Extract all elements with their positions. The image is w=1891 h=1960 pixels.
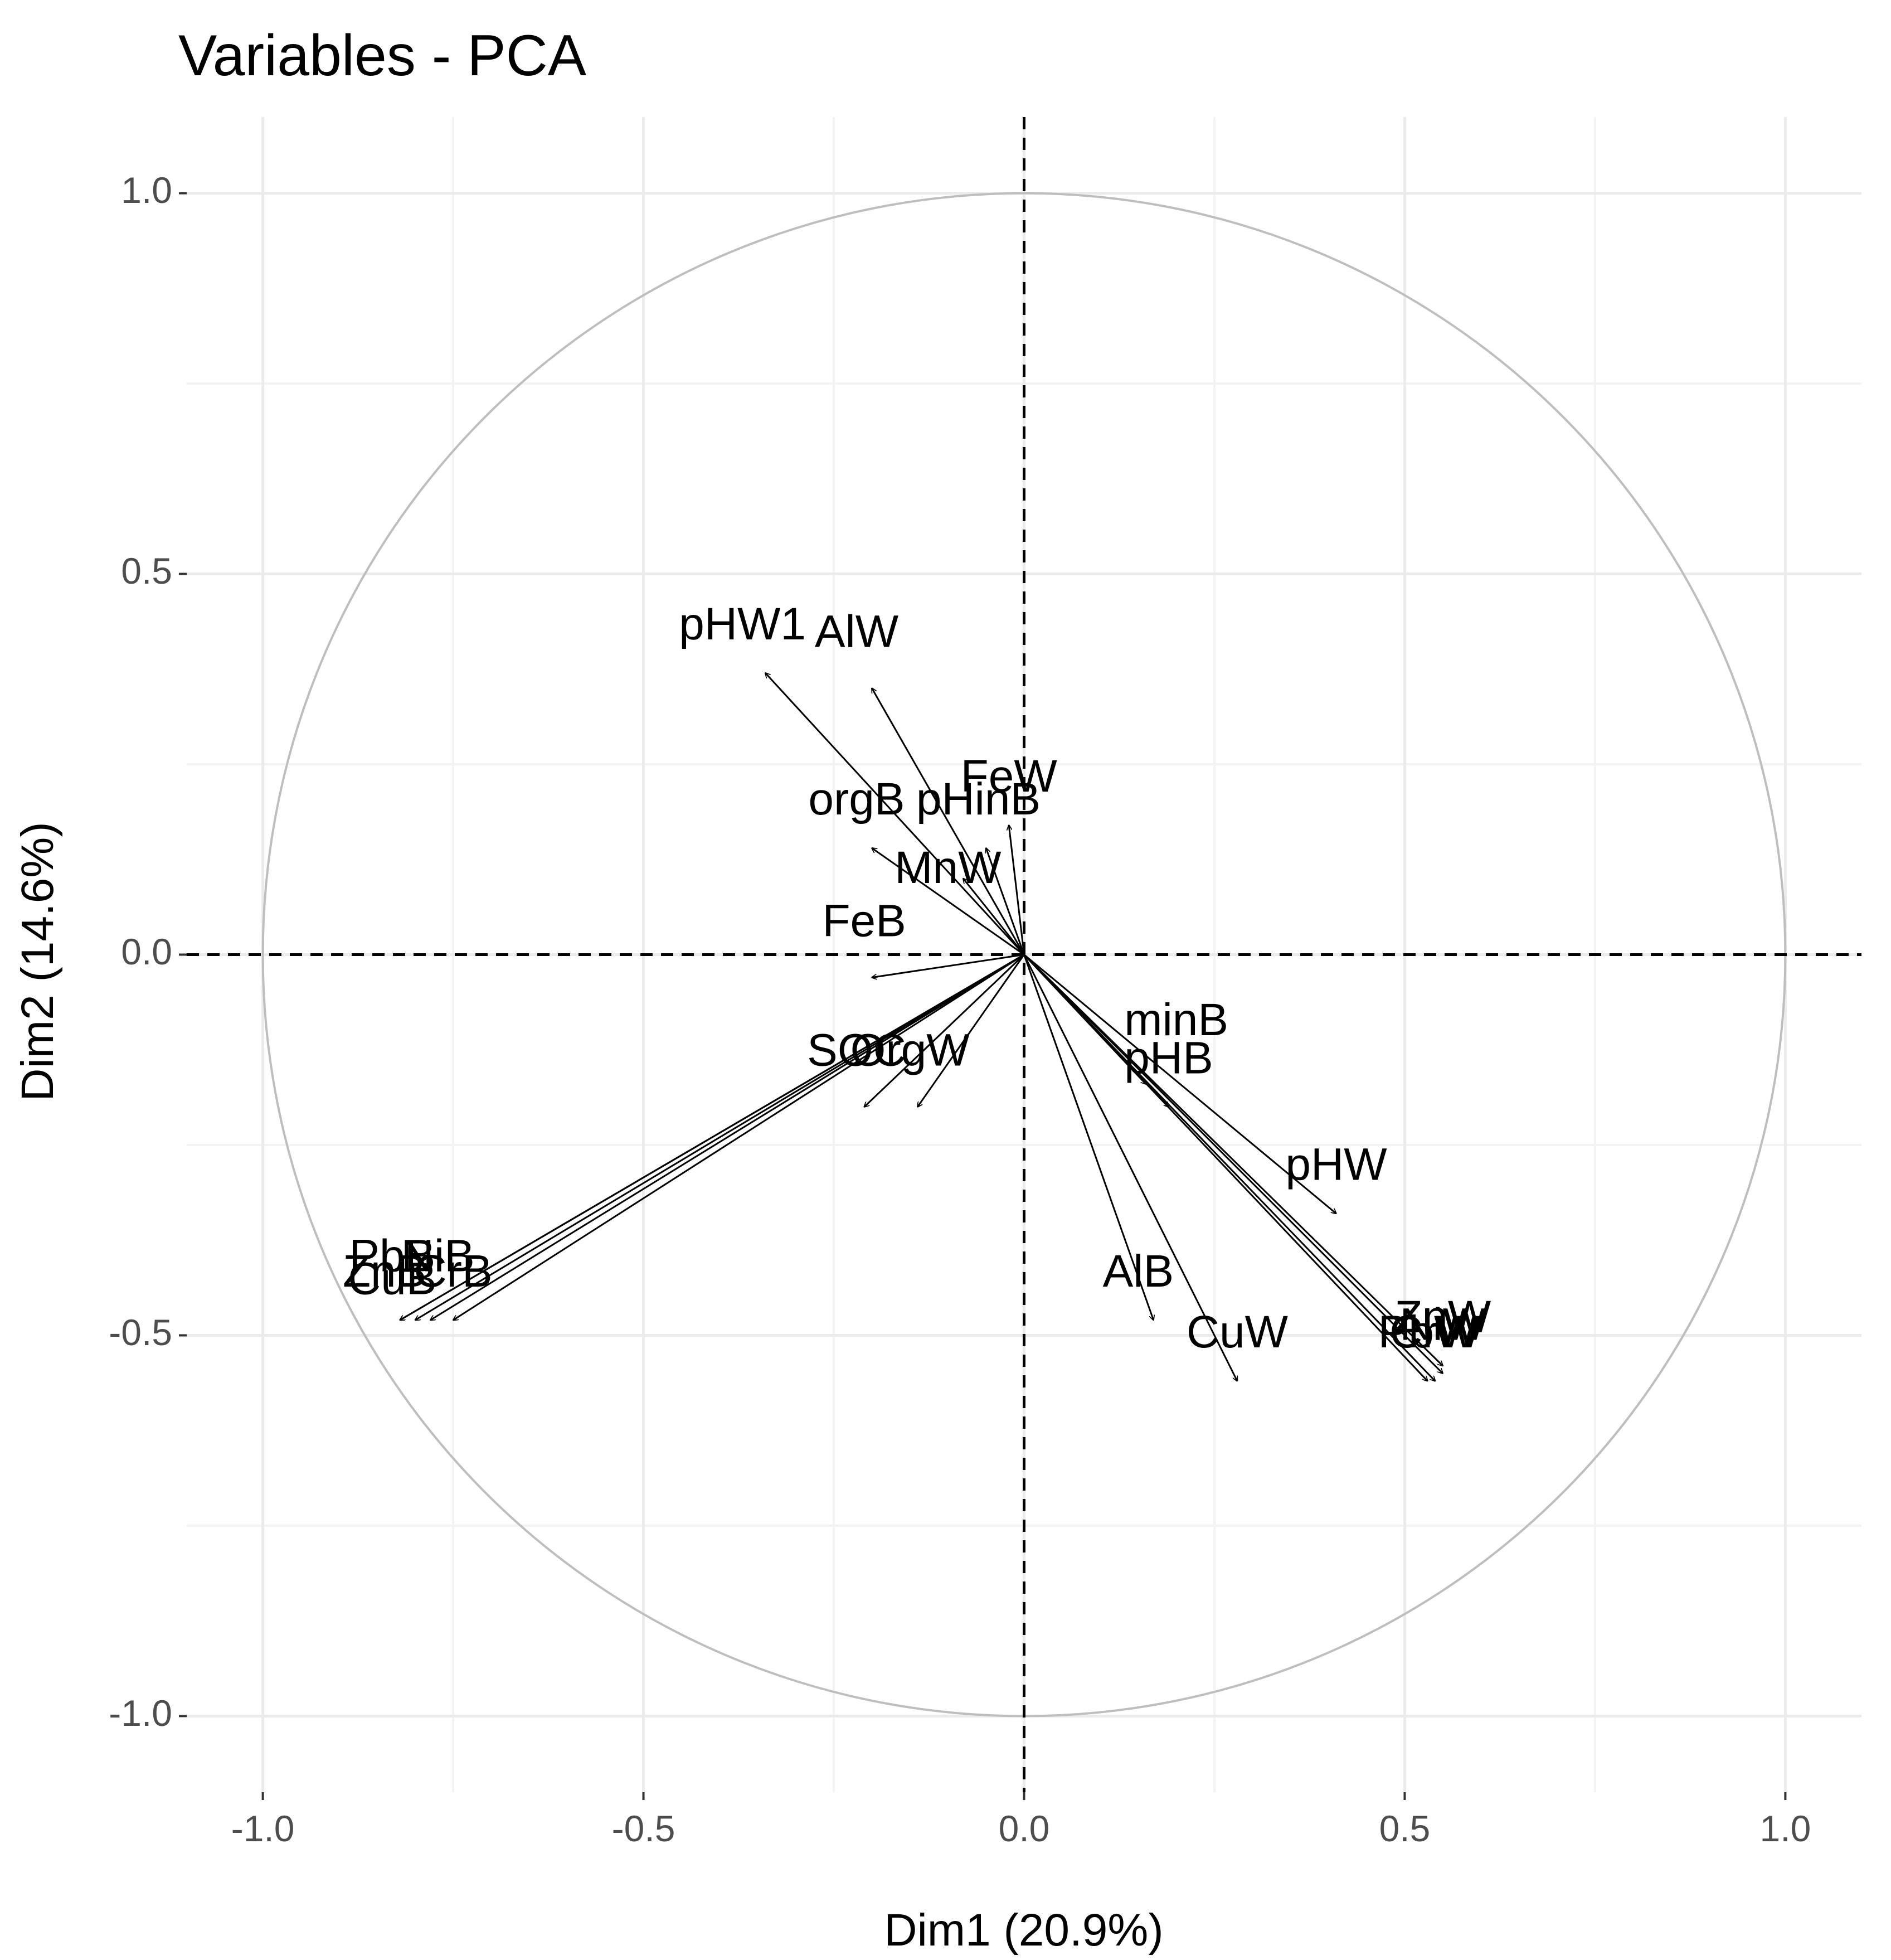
label-phw: pHW: [1285, 1139, 1387, 1190]
x-tick-label: 0.5: [1379, 1808, 1431, 1849]
variable-arrows: [400, 673, 1442, 1381]
arrow-feb: [872, 954, 1024, 978]
arrow-orgb: [872, 848, 1025, 955]
arrow-phw1: [765, 673, 1025, 955]
y-axis-ticks: -1.0 -0.5 0.0 0.5 1.0: [109, 169, 187, 1734]
arrow-cub: [415, 954, 1025, 1321]
y-tick-label: 1.0: [121, 169, 172, 211]
label-alb: AlB: [1103, 1246, 1174, 1297]
label-znw: ZnW: [1394, 1292, 1491, 1342]
label-minb: minB: [1124, 994, 1228, 1045]
label-pbw: PbW: [1378, 1307, 1477, 1357]
label-phb: pHB: [1124, 1032, 1213, 1083]
y-tick-label: 0.0: [121, 931, 172, 972]
variable-labels: pHW1 AlWFeWpHinBorgBMnWFeBSOCOrgWPbBNiBZn…: [343, 599, 1491, 1357]
label-phw1: pHW1: [679, 599, 806, 649]
x-axis-ticks: -1.0 -0.5 0.0 0.5 1.0: [231, 1792, 1811, 1849]
arrow-crw: [1023, 954, 1436, 1381]
label-feb: FeB: [822, 896, 906, 947]
label-nib: NiB: [401, 1231, 475, 1282]
arrow-mnw: [963, 879, 1025, 955]
chart-title: Variables - PCA: [178, 23, 587, 88]
arrow-phw: [1023, 954, 1336, 1214]
x-tick-label: -0.5: [612, 1808, 675, 1849]
label-mnw: MnW: [895, 842, 1002, 893]
arrow-few: [1009, 825, 1025, 955]
label-orgw: OrgW: [850, 1025, 970, 1076]
x-tick-label: 0.0: [999, 1808, 1050, 1849]
arrow-znb: [400, 954, 1025, 1321]
y-tick-label: -1.0: [109, 1692, 172, 1734]
arrow-soc: [864, 954, 1025, 1107]
arrow-phinb: [986, 848, 1025, 955]
label-few: FeW: [961, 751, 1058, 802]
label-cub: CuB: [348, 1253, 437, 1304]
arrow-niw: [1023, 954, 1443, 1374]
label-cuw: CuW: [1187, 1307, 1289, 1357]
x-tick-label: 1.0: [1760, 1808, 1811, 1849]
label-niw: NiW: [1399, 1299, 1486, 1350]
label-pbb: PbB: [349, 1231, 435, 1282]
label-soc: SOC: [807, 1025, 906, 1076]
y-tick-label: -0.5: [109, 1312, 172, 1353]
y-tick-label: 0.5: [121, 550, 172, 591]
arrow-alb: [1023, 954, 1154, 1321]
arrow-znw: [1023, 954, 1443, 1366]
arrow-pbw: [1023, 954, 1428, 1381]
arrow-crb: [453, 954, 1025, 1321]
arrow-cuw: [1023, 954, 1238, 1381]
label-alw: AlW: [815, 606, 899, 657]
x-tick-label: -1.0: [231, 1808, 295, 1849]
label-phinb: pHinB: [916, 774, 1041, 824]
arrow-nib: [430, 954, 1025, 1321]
label-crb: CrB: [414, 1246, 492, 1297]
x-axis-title: Dim1 (20.9%): [884, 1905, 1163, 1956]
arrow-orgw: [917, 954, 1025, 1107]
label-znb: ZnB: [343, 1246, 426, 1297]
label-crw: CrW: [1389, 1307, 1481, 1357]
y-axis-title: Dim2 (14.6%): [12, 822, 63, 1101]
arrow-alw: [872, 688, 1025, 955]
label-orgb: orgB: [808, 774, 905, 824]
